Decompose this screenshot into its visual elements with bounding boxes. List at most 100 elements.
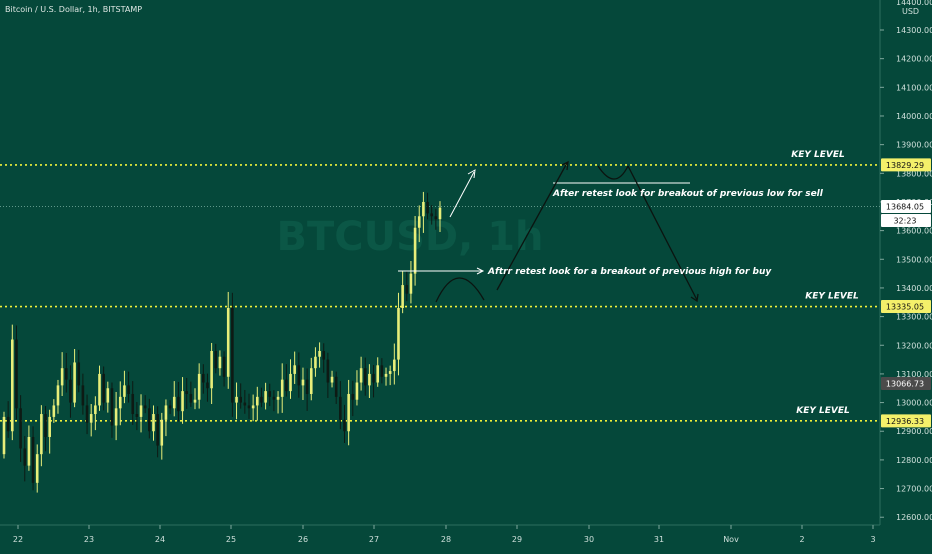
candle-body (206, 382, 209, 389)
drawing-arrow-up-path[interactable] (496, 162, 568, 291)
time-tick-label: 24 (155, 535, 165, 544)
candle-body (52, 405, 56, 417)
candle-body (40, 414, 43, 455)
price-axis-currency: USD (902, 7, 919, 16)
candle-body (405, 285, 409, 294)
time-tick-label: Nov (723, 535, 739, 544)
candle-body (280, 379, 284, 397)
candle-body (384, 373, 388, 377)
candle-body (143, 405, 147, 409)
candle-body (330, 376, 334, 383)
candle-body (289, 373, 292, 392)
time-axis[interactable] (0, 525, 880, 550)
candle-body (48, 416, 51, 437)
candle-body (309, 368, 313, 394)
key-level-label: KEY LEVEL (791, 150, 845, 160)
price-badge-label: 13066.73 (886, 379, 924, 388)
chart-title: Bitcoin / U.S. Dollar, 1h, BITSTAMP (5, 5, 143, 14)
price-tick-label: 13400.00 (896, 284, 932, 293)
time-tick-label: 22 (13, 535, 23, 544)
candle-body (355, 382, 359, 400)
candle-body (6, 416, 10, 432)
candle-body (376, 365, 380, 383)
candle-body (131, 393, 135, 415)
price-tick-label: 14100.00 (896, 83, 932, 92)
time-tick-label: 31 (654, 535, 664, 544)
candle-body (413, 227, 417, 274)
time-tick-label: 25 (226, 535, 236, 544)
candle-body (314, 356, 317, 369)
price-tick-label: 12600.00 (896, 513, 932, 522)
price-tick-label: 13900.00 (896, 141, 932, 150)
candle-body (19, 408, 22, 449)
time-tick-label: 28 (441, 535, 451, 544)
price-tick-label: 14000.00 (896, 112, 932, 121)
candle-body (123, 385, 126, 397)
candle-body (251, 405, 255, 409)
candle-body (231, 308, 234, 403)
price-axis[interactable] (880, 0, 932, 525)
candle-body (409, 273, 413, 294)
price-badge-label: 13335.05 (886, 303, 924, 312)
price-tick-label: 13000.00 (896, 399, 932, 408)
candle-body (293, 365, 296, 374)
candle-body (156, 414, 159, 446)
drawing-curve-retest-low[interactable] (435, 277, 485, 303)
candle-body (127, 385, 130, 394)
drawing-arrow-down-path[interactable] (627, 165, 698, 301)
candle-body (185, 391, 189, 394)
candle-body (11, 339, 14, 432)
candle-body (243, 402, 247, 406)
candle-body (23, 448, 27, 466)
candle-body (164, 405, 168, 420)
candle-body (152, 414, 155, 432)
candle-body (301, 379, 305, 386)
candle-body (222, 356, 226, 377)
candle-body (343, 419, 346, 432)
candle-body (426, 201, 429, 214)
candle-body (218, 356, 222, 369)
candle-body (148, 408, 151, 432)
annotation-buy: Aftrr retest look for a breakout of prev… (487, 267, 772, 277)
candle-body (210, 350, 213, 389)
price-badge (881, 214, 931, 228)
candle-body (106, 388, 110, 403)
candle-body (255, 396, 259, 406)
candle-body (27, 436, 31, 466)
price-badge (881, 414, 931, 428)
drawing-curve-retest-high[interactable] (597, 165, 629, 180)
candle-body (305, 379, 309, 394)
key-level-label: KEY LEVEL (805, 292, 859, 302)
drawing-arrow-up-path-head (561, 160, 569, 171)
candle-body (139, 405, 143, 417)
time-tick-label: 29 (512, 535, 522, 544)
candle-body (276, 396, 280, 400)
price-badge (881, 300, 931, 314)
time-tick-label: 23 (84, 535, 94, 544)
candle-body (44, 414, 47, 437)
candle-body (114, 408, 118, 426)
candle-body (322, 350, 326, 360)
candle-body (177, 396, 180, 412)
price-badge-label: 32:23 (893, 217, 916, 226)
candle-body (347, 393, 350, 432)
candle-body (197, 373, 201, 400)
time-tick-label: 30 (584, 535, 594, 544)
candle-body (64, 368, 68, 380)
drawing-arrow-up[interactable] (449, 171, 475, 218)
watermark-text: BTCUSD, 1h (276, 214, 543, 260)
price-tick-label: 14400.00 (896, 0, 932, 7)
candle-body (359, 368, 363, 383)
candle-body (2, 416, 6, 455)
candle-body (94, 405, 97, 415)
candle-body (214, 350, 218, 369)
candle-body (160, 419, 164, 446)
candle-body (168, 405, 172, 409)
price-tick-label: 13300.00 (896, 313, 932, 322)
price-tick-label: 12800.00 (896, 456, 932, 465)
candle-body (417, 216, 421, 228)
drawing-arrow-right-head (476, 267, 485, 275)
